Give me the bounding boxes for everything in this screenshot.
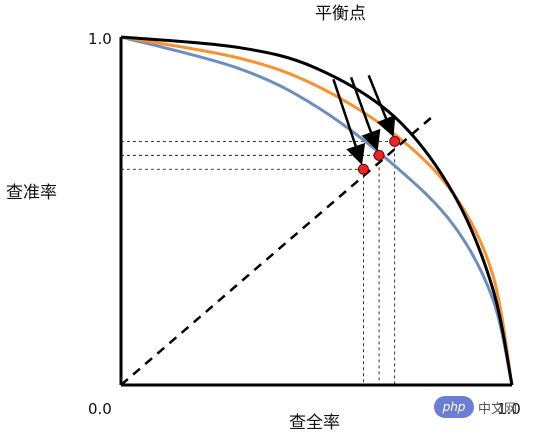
pr-curve-2 [120, 35, 514, 386]
php-logo-icon: php [434, 396, 474, 418]
chart-title: 平衡点 [315, 4, 366, 24]
y-tick-label-bottom: 0.0 [88, 400, 112, 418]
break-even-point-0 [357, 163, 369, 175]
break-even-point-2 [389, 135, 401, 147]
watermark-text: 中文网 [478, 401, 518, 417]
pr-curve-0 [120, 35, 514, 386]
break-even-arrow-1 [349, 76, 381, 152]
watermark: php 中文网 [434, 392, 524, 422]
x-axis-label: 查全率 [289, 413, 340, 433]
y-tick-label-top: 1.0 [88, 30, 112, 48]
break-even-point-1 [373, 149, 385, 161]
break-even-arrow-2 [367, 74, 396, 138]
diagonal-line [120, 116, 433, 386]
break-even-arrow-0 [332, 78, 366, 165]
pr-curve-1 [120, 35, 514, 386]
x-tick-label-right: 1.0 [497, 400, 521, 418]
y-axis-label: 查准率 [6, 183, 57, 203]
